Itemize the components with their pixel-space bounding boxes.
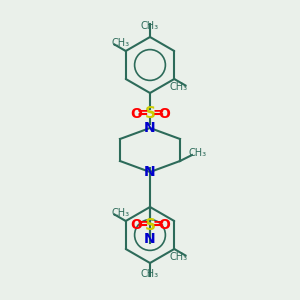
Text: =: = [136, 106, 148, 120]
Text: CH₃: CH₃ [112, 208, 130, 218]
Text: S: S [145, 106, 155, 122]
Text: O: O [130, 218, 142, 232]
Text: =: = [152, 106, 164, 120]
Text: =: = [136, 217, 148, 231]
Text: CH₃: CH₃ [170, 82, 188, 92]
Text: O: O [130, 107, 142, 121]
Text: CH₃: CH₃ [141, 21, 159, 31]
Text: CH₃: CH₃ [170, 252, 188, 262]
Text: O: O [158, 107, 170, 121]
Text: =: = [152, 217, 164, 231]
Text: N: N [144, 165, 156, 179]
Text: O: O [158, 218, 170, 232]
Text: CH₃: CH₃ [141, 269, 159, 279]
Text: CH₃: CH₃ [112, 38, 130, 48]
Text: N: N [144, 121, 156, 135]
Text: CH₃: CH₃ [189, 148, 207, 158]
Text: S: S [145, 218, 155, 232]
Text: N: N [144, 232, 156, 246]
